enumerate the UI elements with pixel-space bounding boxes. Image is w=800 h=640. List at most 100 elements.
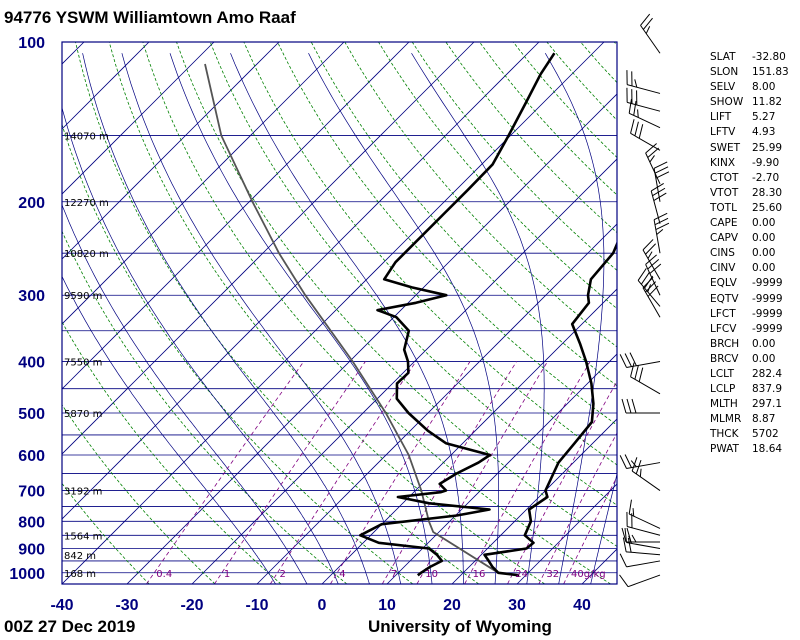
temperature-tick-label: -10 xyxy=(245,597,268,614)
param-value: 0.00 xyxy=(752,217,776,230)
param-name: CTOT xyxy=(710,171,739,184)
param-value: 5702 xyxy=(752,428,779,441)
mixing-ratio-line xyxy=(563,476,617,584)
wind-barb xyxy=(630,119,661,151)
param-name: CINS xyxy=(710,247,735,260)
mixing-ratio-label: 7 xyxy=(391,569,397,580)
param-value: 8.87 xyxy=(752,413,776,426)
param-value: 0.00 xyxy=(752,337,776,350)
dry-adiabat xyxy=(142,42,611,584)
pressure-tick-label: 400 xyxy=(18,355,45,372)
param-brcv: BRCV 0.00 xyxy=(710,352,789,367)
param-name: THCK xyxy=(710,428,739,441)
isotherm-line xyxy=(126,93,617,584)
wind-barbs xyxy=(619,13,670,588)
pressure-tick-label: 600 xyxy=(18,448,45,465)
param-value: -9999 xyxy=(752,292,783,305)
isotherm-line xyxy=(0,42,19,584)
param-show: SHOW 11.82 xyxy=(710,95,789,110)
wind-barb xyxy=(650,182,667,224)
param-name: BRCH xyxy=(710,337,740,350)
param-name: CAPE xyxy=(710,217,738,230)
wind-barb xyxy=(628,98,661,129)
param-value: 25.99 xyxy=(752,141,783,154)
mixing-ratio-label: 40g/kg xyxy=(571,569,606,580)
height-label: 7550 m xyxy=(64,358,102,369)
param-name: MLMR xyxy=(710,413,742,426)
param-name: TOTL xyxy=(710,201,737,214)
mixing-ratio-line xyxy=(330,361,471,584)
param-name: LFCT xyxy=(710,307,736,320)
isotherm-line xyxy=(256,223,617,584)
isotherm-line xyxy=(516,483,617,584)
isotherm-line xyxy=(62,42,280,260)
wind-barb xyxy=(619,454,661,469)
param-name: LFTV xyxy=(710,126,736,139)
param-name: BRCV xyxy=(710,352,739,365)
pressure-tick-label: 100 xyxy=(18,35,45,52)
wind-barb xyxy=(645,254,662,296)
param-eqlv: EQLV -9999 xyxy=(710,276,789,291)
param-name: LIFT xyxy=(710,111,732,124)
mixing-ratio-line xyxy=(507,380,617,584)
param-value: 282.4 xyxy=(752,367,783,380)
height-labels: 14070 m 12270 m 10820 m 9590 m 7550 m 5870 m 3… xyxy=(64,131,109,579)
param-name: PWAT xyxy=(710,443,739,456)
wind-barb xyxy=(622,537,661,556)
mixing-ratio-line xyxy=(269,361,417,584)
mixing-ratio-label: 32 xyxy=(546,569,559,580)
param-value: 11.82 xyxy=(752,96,783,109)
moist-adiabat xyxy=(62,275,276,584)
dry-adiabat xyxy=(209,42,617,506)
pressure-tick-label: 700 xyxy=(18,484,45,501)
observation-time: 00Z 27 Dec 2019 xyxy=(4,617,136,636)
param-pwat: PWAT 18.64 xyxy=(710,442,789,457)
mixing-ratio-line xyxy=(464,361,591,584)
moist-adiabat xyxy=(590,472,617,584)
param-name: MLTH xyxy=(710,398,738,411)
moist-adiabat xyxy=(62,203,308,584)
param-name: LCLP xyxy=(710,383,736,396)
mixing-ratio-label: 1 xyxy=(224,569,230,580)
param-cinv: CINV 0.00 xyxy=(710,261,789,276)
temperature-tick-label: 30 xyxy=(508,597,526,614)
param-value: 837.9 xyxy=(752,383,783,396)
pressure-tick-label: 200 xyxy=(18,195,45,212)
isotherm-line xyxy=(62,42,85,65)
param-cins: CINS 0.00 xyxy=(710,246,789,261)
param-value: 0.00 xyxy=(752,262,776,275)
param-name: KINX xyxy=(710,156,736,169)
wind-barb xyxy=(626,70,661,94)
isotherm-line xyxy=(321,288,617,584)
height-label: 12270 m xyxy=(64,198,109,209)
dry-adiabat xyxy=(310,42,617,387)
moist-adiabat xyxy=(169,53,433,584)
param-mlth: MLTH 297.1 xyxy=(710,397,789,412)
param-lftv: LFTV 4.93 xyxy=(710,125,789,140)
param-lclp: LCLP 837.9 xyxy=(710,382,789,397)
temperature-tick-label: 20 xyxy=(443,597,461,614)
moist-adiabat xyxy=(308,53,499,584)
param-totl: TOTL 25.60 xyxy=(710,201,789,216)
wind-barb xyxy=(628,499,661,529)
height-label: 14070 m xyxy=(64,131,109,142)
param-lclt: LCLT 282.4 xyxy=(710,367,789,382)
pressure-tick-label: 900 xyxy=(18,541,45,558)
param-value: 0.00 xyxy=(752,352,776,365)
isotherm-line xyxy=(62,42,150,130)
param-kinx: KINX -9.90 xyxy=(710,156,789,171)
param-capv: CAPV 0.00 xyxy=(710,231,789,246)
param-name: LFCV xyxy=(710,322,737,335)
param-eqtv: EQTV -9999 xyxy=(710,292,789,307)
temperature-trace xyxy=(483,240,617,577)
param-slon: SLON 151.83 xyxy=(710,65,789,80)
param-value: -9999 xyxy=(752,307,783,320)
plot-frame xyxy=(61,41,618,585)
moist-adiabat xyxy=(62,106,339,584)
param-lfcv: LFCV -9999 xyxy=(710,322,789,337)
isotherm-line xyxy=(62,42,215,195)
temperature-tick-label: -20 xyxy=(180,597,203,614)
temperature-tick-label: -40 xyxy=(50,597,73,614)
param-name: SLON xyxy=(710,66,739,79)
wind-barb xyxy=(619,553,661,568)
